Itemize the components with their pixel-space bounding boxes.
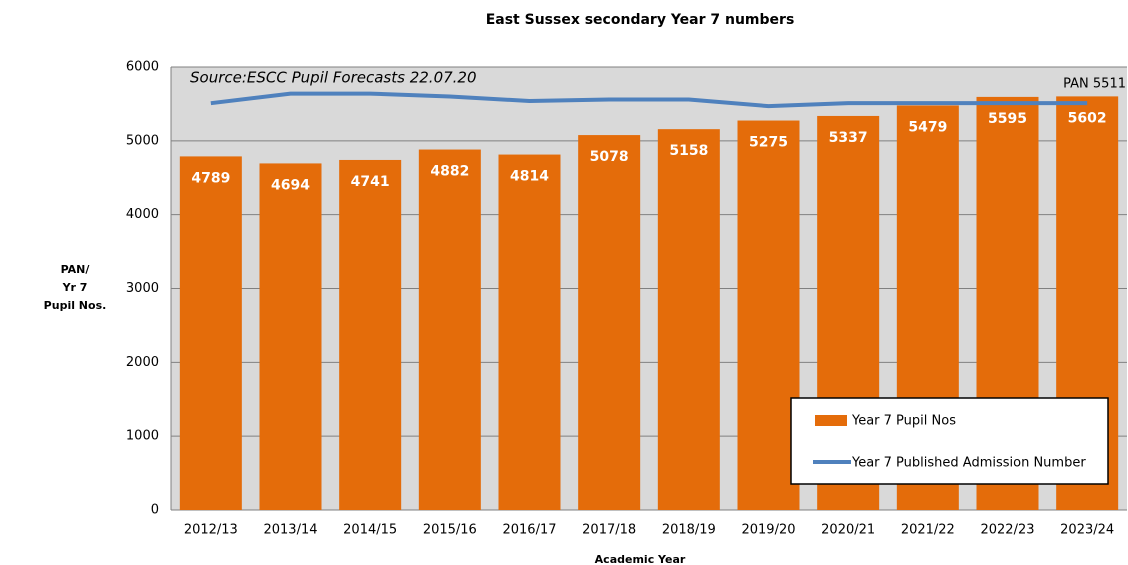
y-tick-label: 0 (151, 503, 159, 518)
y-tick-label: 3000 (126, 281, 159, 296)
x-tick-label: 2015/16 (423, 523, 477, 538)
y-tick-label: 6000 (126, 60, 159, 75)
annotation: PAN 5511 (1063, 77, 1126, 92)
bar (339, 159, 402, 510)
legend-label: Year 7 Pupil Nos (851, 414, 956, 429)
y-tick-label: 2000 (126, 355, 159, 370)
x-tick-label: 2018/19 (662, 523, 716, 538)
y-tick-label: 1000 (126, 429, 159, 444)
y-tick-label: 5000 (126, 133, 159, 148)
data-label: 4882 (430, 164, 469, 180)
data-label: 4789 (191, 170, 230, 186)
x-tick-label: 2016/17 (502, 523, 556, 538)
x-tick-label: 2014/15 (343, 523, 397, 538)
y-axis-label: PAN/ (61, 263, 91, 276)
data-label: 4814 (510, 169, 549, 185)
legend-swatch (815, 415, 847, 426)
data-label: 4741 (351, 174, 390, 190)
bar (418, 149, 481, 511)
data-label: 5275 (749, 135, 788, 151)
x-tick-label: 2023/24 (1060, 523, 1114, 538)
line (210, 91, 1088, 109)
annotation: Source:ESCC Pupil Forecasts 22.07.20 (190, 69, 477, 87)
x-tick-label: 2020/21 (821, 523, 875, 538)
x-tick-label: 2019/20 (741, 523, 795, 538)
bar (498, 154, 561, 510)
x-tick-label: 2022/23 (980, 523, 1034, 538)
data-label: 5602 (1068, 110, 1107, 126)
bar (179, 156, 242, 510)
bar (578, 135, 641, 510)
x-tick-label: 2021/22 (901, 523, 955, 538)
x-tick-label: 2013/14 (263, 523, 317, 538)
x-tick-label: 2017/18 (582, 523, 636, 538)
data-label: 5337 (829, 130, 868, 146)
data-label: 5595 (988, 111, 1027, 127)
y-axis-label: Yr 7 (62, 281, 88, 294)
x-tick-label: 2012/13 (184, 523, 238, 538)
y-axis-label: Pupil Nos. (44, 299, 107, 312)
data-label: 5078 (590, 149, 629, 165)
bar (259, 163, 322, 510)
data-label: 5158 (669, 143, 708, 159)
data-label: 4694 (271, 177, 310, 193)
chart-title: East Sussex secondary Year 7 numbers (486, 12, 795, 28)
legend-label: Year 7 Published Admission Number (851, 456, 1086, 471)
legend (790, 397, 1109, 485)
bar (657, 129, 720, 510)
data-label: 5479 (908, 119, 947, 135)
bar (737, 120, 800, 510)
x-axis-label: Academic Year (595, 553, 686, 565)
y-tick-label: 4000 (126, 207, 159, 222)
